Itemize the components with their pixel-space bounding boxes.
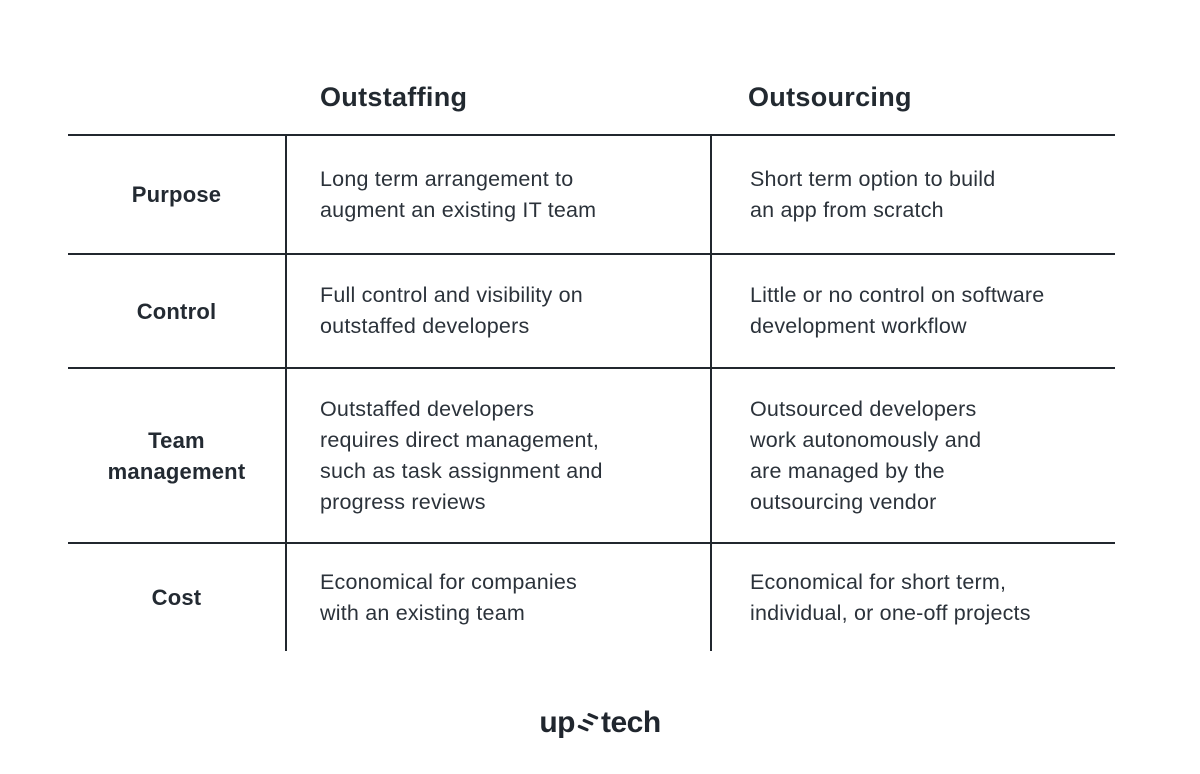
cell-control-outstaffing: Full control and visibility on outstaffe… xyxy=(285,253,710,367)
cell-team-management-outstaffing: Outstaffed developers requires direct ma… xyxy=(285,367,710,542)
row-label-control: Control xyxy=(68,253,285,367)
logo-text-tech: tech xyxy=(600,706,661,739)
row-label-team-management: Team management xyxy=(68,367,285,542)
cell-team-management-outsourcing: Outsourced developers work autonomously … xyxy=(710,367,1115,542)
cell-cost-outstaffing: Economical for companies with an existin… xyxy=(285,542,710,651)
column-header-outstaffing: Outstaffing xyxy=(320,82,468,112)
column-header-outsourcing: Outsourcing xyxy=(748,82,912,112)
coil-icon xyxy=(577,713,599,732)
row-label-purpose: Purpose xyxy=(68,134,285,253)
row-label-cost: Cost xyxy=(68,542,285,651)
cell-purpose-outstaffing: Long term arrangement to augment an exis… xyxy=(285,134,710,253)
uptech-logo: up tech xyxy=(539,706,661,740)
cell-purpose-outsourcing: Short term option to build an app from s… xyxy=(710,134,1115,253)
logo-text-up: up xyxy=(539,706,575,739)
cell-cost-outsourcing: Economical for short term, individual, o… xyxy=(710,542,1115,651)
footer: up tech xyxy=(0,706,1200,740)
comparison-table: Purpose Long term arrangement to augment… xyxy=(68,134,1115,651)
cell-control-outsourcing: Little or no control on software develop… xyxy=(710,253,1115,367)
